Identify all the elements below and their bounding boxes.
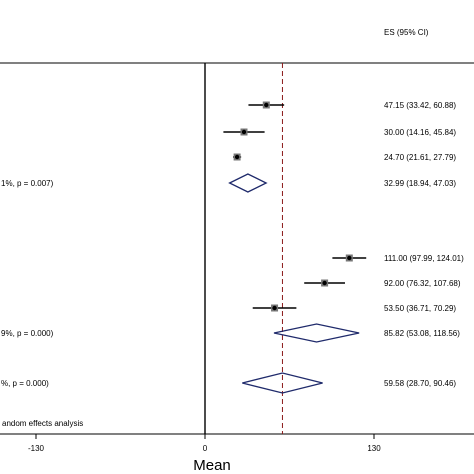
subtotal-diamond [228, 173, 268, 193]
es-value-label: 32.99 (18.94, 47.03) [384, 179, 456, 188]
rows: 47.15 (33.42, 60.88) 30.00 (14.16, 45.84)… [1, 101, 464, 394]
x-tick-label: 130 [367, 444, 381, 453]
point-estimate [347, 255, 352, 261]
es-value-label: 85.82 (53.08, 118.56) [384, 329, 460, 338]
x-tick-label: 0 [203, 444, 208, 453]
x-tick-label: -130 [28, 444, 45, 453]
point-estimate [272, 305, 277, 311]
es-value-label: 24.70 (21.61, 27.79) [384, 153, 456, 162]
es-value-label: 47.15 (33.42, 60.88) [384, 101, 456, 110]
es-value-label: 111.00 (97.99, 124.01) [384, 254, 464, 263]
subtotal-diamond [273, 323, 360, 343]
es-value-label: 92.00 (76.32, 107.68) [384, 279, 461, 288]
point-estimate [241, 129, 247, 135]
es-value-label: 53.50 (36.71, 70.29) [384, 304, 456, 313]
heterogeneity-label: 1%, p = 0.007) [1, 179, 54, 188]
es-header: ES (95% CI) [384, 28, 429, 37]
overall-diamond [242, 372, 323, 394]
footnote: andom effects analysis [2, 419, 83, 428]
es-value-label: 30.00 (14.16, 45.84) [384, 128, 456, 137]
heterogeneity-label: 9%, p = 0.000) [1, 329, 54, 338]
frame [0, 62, 474, 435]
x-axis-label: Mean [193, 457, 231, 474]
es-value-label: 59.58 (28.70, 90.46) [384, 379, 456, 388]
heterogeneity-label: %, p = 0.000) [1, 379, 49, 388]
point-estimate [234, 154, 240, 160]
point-estimate [264, 102, 269, 108]
point-estimate [322, 280, 327, 286]
x-ticks: -130 0 130 [28, 434, 381, 453]
